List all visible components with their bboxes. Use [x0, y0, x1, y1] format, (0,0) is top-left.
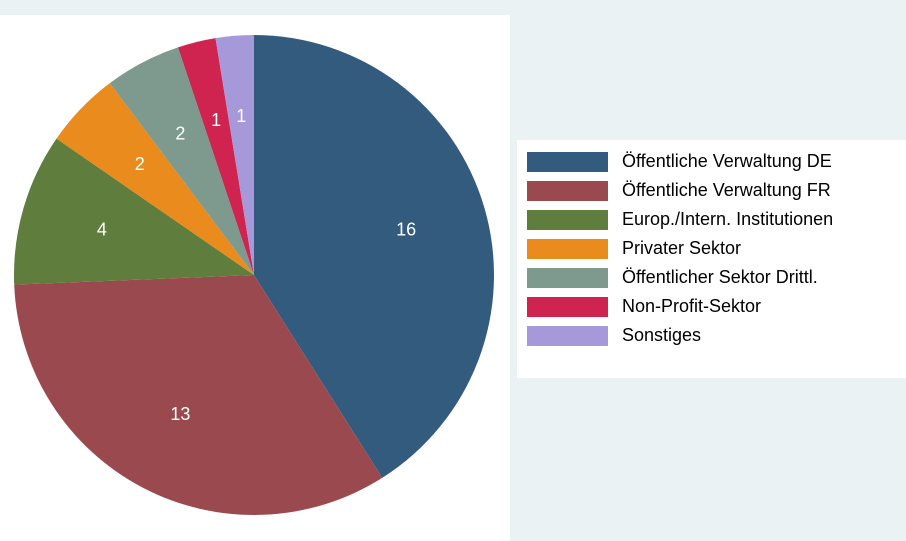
- legend-label: Sonstiges: [622, 325, 701, 345]
- pie-slice: [215, 35, 254, 275]
- legend-swatch: [527, 152, 608, 172]
- legend-swatch: [527, 268, 608, 288]
- pie-slice: [56, 83, 254, 276]
- legend-label: Öffentliche Verwaltung DE: [622, 151, 832, 171]
- slice-label: 2: [135, 154, 145, 174]
- legend-label: Privater Sektor: [622, 238, 741, 258]
- pie-slice: [254, 35, 494, 478]
- pie-slice: [177, 38, 254, 275]
- pie-slice: [109, 47, 254, 275]
- slice-label: 13: [170, 404, 190, 424]
- legend-swatch: [527, 326, 608, 346]
- slice-label: 16: [396, 220, 416, 240]
- legend-label: Europ./Intern. Institutionen: [622, 209, 833, 229]
- legend-swatch: [527, 210, 608, 230]
- slice-label: 2: [175, 123, 185, 143]
- legend-swatch: [527, 181, 608, 201]
- legend-label: Öffentlicher Sektor Drittl.: [622, 267, 818, 287]
- legend-label: Non-Profit-Sektor: [622, 296, 761, 316]
- pie-slice: [13, 138, 254, 285]
- slice-label: 1: [236, 106, 246, 126]
- legend-swatch: [527, 297, 608, 317]
- legend-swatch: [527, 239, 608, 259]
- legend-label: Öffentliche Verwaltung FR: [622, 180, 831, 200]
- slice-label: 1: [211, 110, 221, 130]
- slice-label: 4: [97, 220, 107, 240]
- pie-slice: [14, 275, 383, 515]
